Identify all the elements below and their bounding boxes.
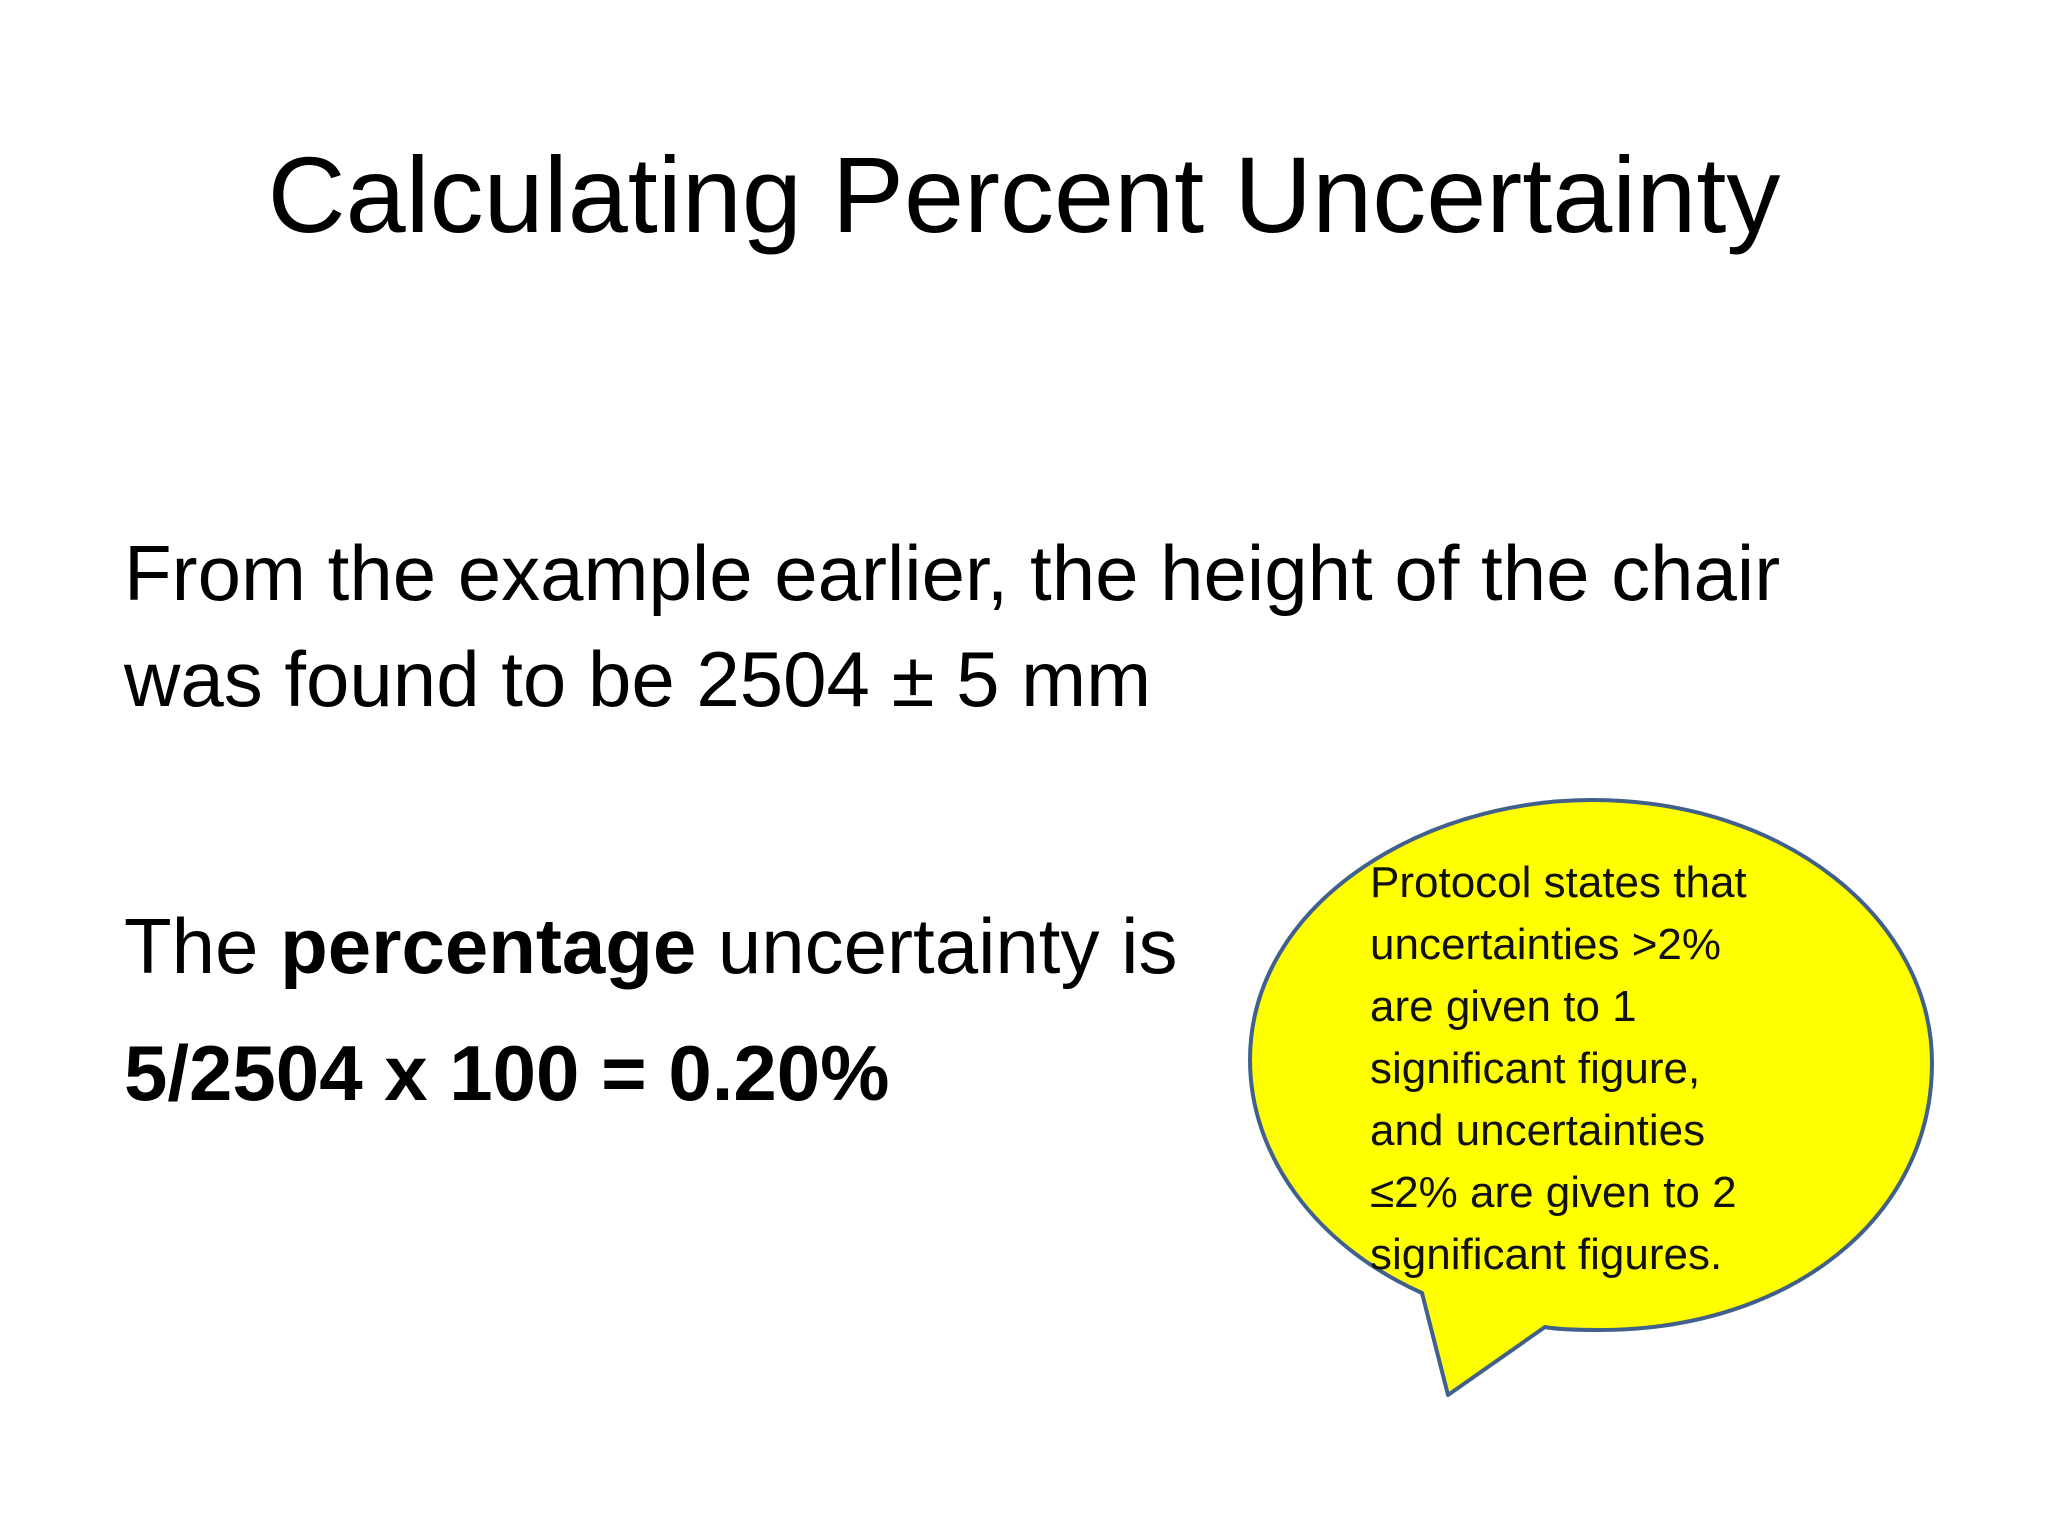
statement-emphasis: percentage <box>280 902 697 990</box>
speech-bubble-outline <box>1248 798 1934 1397</box>
example-line-1: From the example earlier, the height of … <box>124 529 1781 617</box>
callout-line: are given to 1 <box>1370 982 1637 1031</box>
callout-line: and uncertainties <box>1370 1106 1706 1155</box>
statement-prefix: The <box>124 902 281 990</box>
example-line-2: was found to be 2504 ± 5 mm <box>124 635 1152 723</box>
calculation-line: 5/2504 x 100 = 0.20% <box>124 1029 890 1117</box>
callout-line: uncertainties >2% <box>1370 920 1721 969</box>
slide-title: Calculating Percent Uncertainty <box>267 134 1781 255</box>
percentage-statement: The percentage uncertainty is <box>124 893 1177 999</box>
callout-line: Protocol states that <box>1370 858 1747 907</box>
example-paragraph: From the example earlier, the height of … <box>124 520 1780 732</box>
callout-line: significant figures. <box>1370 1230 1723 1279</box>
statement-suffix: uncertainty is <box>696 902 1178 990</box>
callout-line: ≤2% are given to 2 <box>1370 1168 1737 1217</box>
callout-line: significant figure, <box>1370 1044 1701 1093</box>
callout-text: Protocol states that uncertainties >2% a… <box>1370 852 1910 1286</box>
